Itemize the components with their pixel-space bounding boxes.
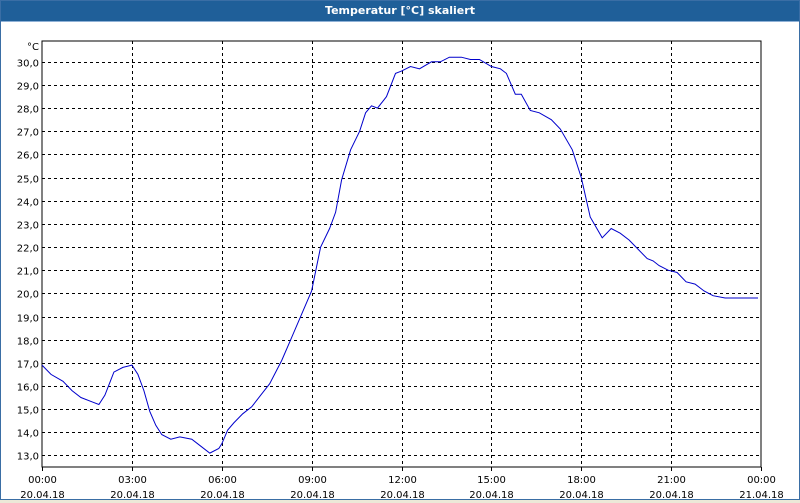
- y-tick-label: 13,0: [17, 452, 39, 463]
- y-tick-label: 21,0: [17, 267, 39, 278]
- y-tick-label: 28,0: [17, 105, 39, 116]
- chart-title: Temperatur [°C] skaliert: [1, 1, 799, 22]
- temperature-line: [41, 56, 758, 454]
- y-tick-label: 23,0: [17, 221, 39, 232]
- y-tick-label: 16,0: [17, 383, 39, 394]
- plot-frame: [41, 40, 762, 468]
- x-tick-time-label: 09:00: [298, 475, 327, 486]
- y-tick-label: 15,0: [17, 406, 39, 417]
- y-tick-label: 14,0: [17, 429, 39, 440]
- y-tick-label: 25,0: [17, 175, 39, 186]
- temperature-chart: 13,0 14,0 15,0 16,0 17,0 18,0 19,0 20,0 21,0 22,0…: [17, 40, 784, 501]
- x-tick-time-label: 18:00: [567, 475, 596, 486]
- x-tick-time-label: 21:00: [657, 475, 686, 486]
- x-tick-date-label: 20.04.18: [380, 490, 425, 499]
- y-tick-label: 17,0: [17, 360, 39, 371]
- y-tick-label: 22,0: [17, 244, 39, 255]
- y-tick-label: 18,0: [17, 337, 39, 348]
- y-tick-label: 26,0: [17, 151, 39, 162]
- y-tick-label: 27,0: [17, 128, 39, 139]
- x-tick-date-label: 21.04.18: [739, 490, 784, 499]
- y-tick-label: 20,0: [17, 290, 39, 301]
- y-tick-label: 29,0: [17, 82, 39, 93]
- x-tick-date-label: 20.04.18: [110, 490, 155, 499]
- x-tick-time-label: 00:00: [747, 475, 776, 486]
- x-tick-time-label: 15:00: [477, 475, 506, 486]
- x-tick-date-label: 20.04.18: [559, 490, 604, 499]
- x-tick-time-label: 00:00: [28, 475, 57, 486]
- y-tick-label: 30,0: [17, 59, 39, 70]
- x-tick-date-label: 20.04.18: [469, 490, 514, 499]
- x-tick-date-label: 20.04.18: [649, 490, 694, 499]
- x-tick-time-label: 06:00: [208, 475, 237, 486]
- y-axis-unit: °C: [27, 42, 39, 53]
- x-tick-date-label: 20.04.18: [290, 490, 335, 499]
- x-tick-date-label: 20.04.18: [20, 490, 65, 499]
- y-tick-label: 24,0: [17, 198, 39, 209]
- x-tick-date-label: 20.04.18: [200, 490, 245, 499]
- chart-area: 13,0 14,0 15,0 16,0 17,0 18,0 19,0 20,0 21,0 22,0…: [1, 22, 799, 501]
- x-tick-time-label: 03:00: [118, 475, 147, 486]
- x-tick-time-label: 12:00: [388, 475, 417, 486]
- y-tick-label: 19,0: [17, 314, 39, 325]
